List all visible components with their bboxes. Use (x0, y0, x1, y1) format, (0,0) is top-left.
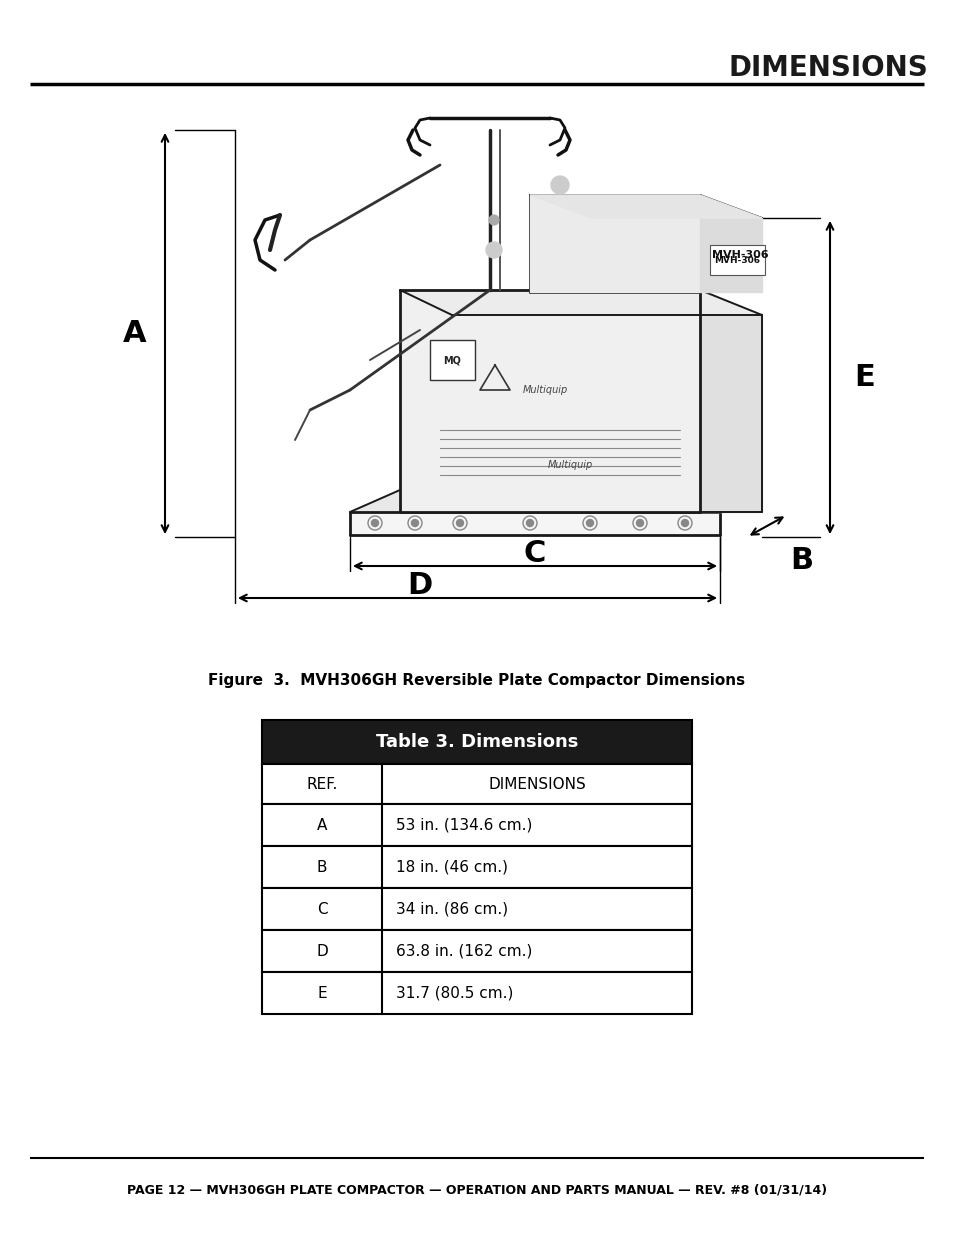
Circle shape (680, 520, 688, 526)
Text: 34 in. (86 cm.): 34 in. (86 cm.) (395, 902, 508, 916)
Circle shape (456, 520, 463, 526)
Text: Multiquip: Multiquip (522, 385, 567, 395)
Text: PAGE 12 — MVH306GH PLATE COMPACTOR — OPERATION AND PARTS MANUAL — REV. #8 (01/31: PAGE 12 — MVH306GH PLATE COMPACTOR — OPE… (127, 1183, 826, 1197)
Circle shape (586, 520, 593, 526)
Circle shape (411, 520, 418, 526)
Polygon shape (700, 315, 761, 513)
Text: A: A (123, 319, 147, 347)
Text: REF.: REF. (306, 777, 337, 792)
Bar (262, 972, 691, 1014)
Text: Table 3. Dimensions: Table 3. Dimensions (375, 734, 578, 751)
Text: Multiquip: Multiquip (547, 459, 592, 471)
Polygon shape (700, 219, 761, 291)
Bar (262, 764, 691, 804)
Text: D: D (407, 571, 432, 599)
Bar (262, 930, 691, 972)
Bar (430, 340, 475, 380)
Text: A: A (316, 818, 327, 832)
Polygon shape (530, 195, 700, 291)
Bar (262, 804, 691, 846)
Text: MQ: MQ (442, 354, 460, 366)
Polygon shape (399, 290, 700, 513)
Polygon shape (530, 195, 761, 219)
Text: E: E (854, 363, 875, 391)
Text: MVH-306: MVH-306 (713, 256, 760, 264)
Bar (709, 245, 764, 275)
Text: 53 in. (134.6 cm.): 53 in. (134.6 cm.) (395, 818, 532, 832)
Text: C: C (523, 538, 546, 568)
Bar (262, 888, 691, 930)
Text: B: B (316, 860, 327, 874)
Text: MVH-306: MVH-306 (711, 249, 767, 261)
Text: C: C (316, 902, 327, 916)
Polygon shape (399, 290, 761, 315)
Text: DIMENSIONS: DIMENSIONS (488, 777, 585, 792)
Circle shape (489, 215, 498, 225)
Circle shape (485, 242, 501, 258)
Text: Figure  3.  MVH306GH Reversible Plate Compactor Dimensions: Figure 3. MVH306GH Reversible Plate Comp… (208, 673, 745, 688)
Text: E: E (316, 986, 327, 1000)
Text: 18 in. (46 cm.): 18 in. (46 cm.) (395, 860, 507, 874)
Text: 31.7 (80.5 cm.): 31.7 (80.5 cm.) (395, 986, 513, 1000)
Circle shape (636, 520, 643, 526)
Circle shape (371, 520, 378, 526)
Text: D: D (315, 944, 328, 958)
Circle shape (526, 520, 533, 526)
Text: DIMENSIONS: DIMENSIONS (727, 54, 927, 82)
Circle shape (551, 177, 568, 194)
Text: 63.8 in. (162 cm.): 63.8 in. (162 cm.) (395, 944, 532, 958)
Bar (262, 846, 691, 888)
Polygon shape (350, 513, 720, 535)
Polygon shape (350, 490, 761, 513)
Bar (262, 720, 691, 764)
Text: B: B (790, 546, 813, 574)
